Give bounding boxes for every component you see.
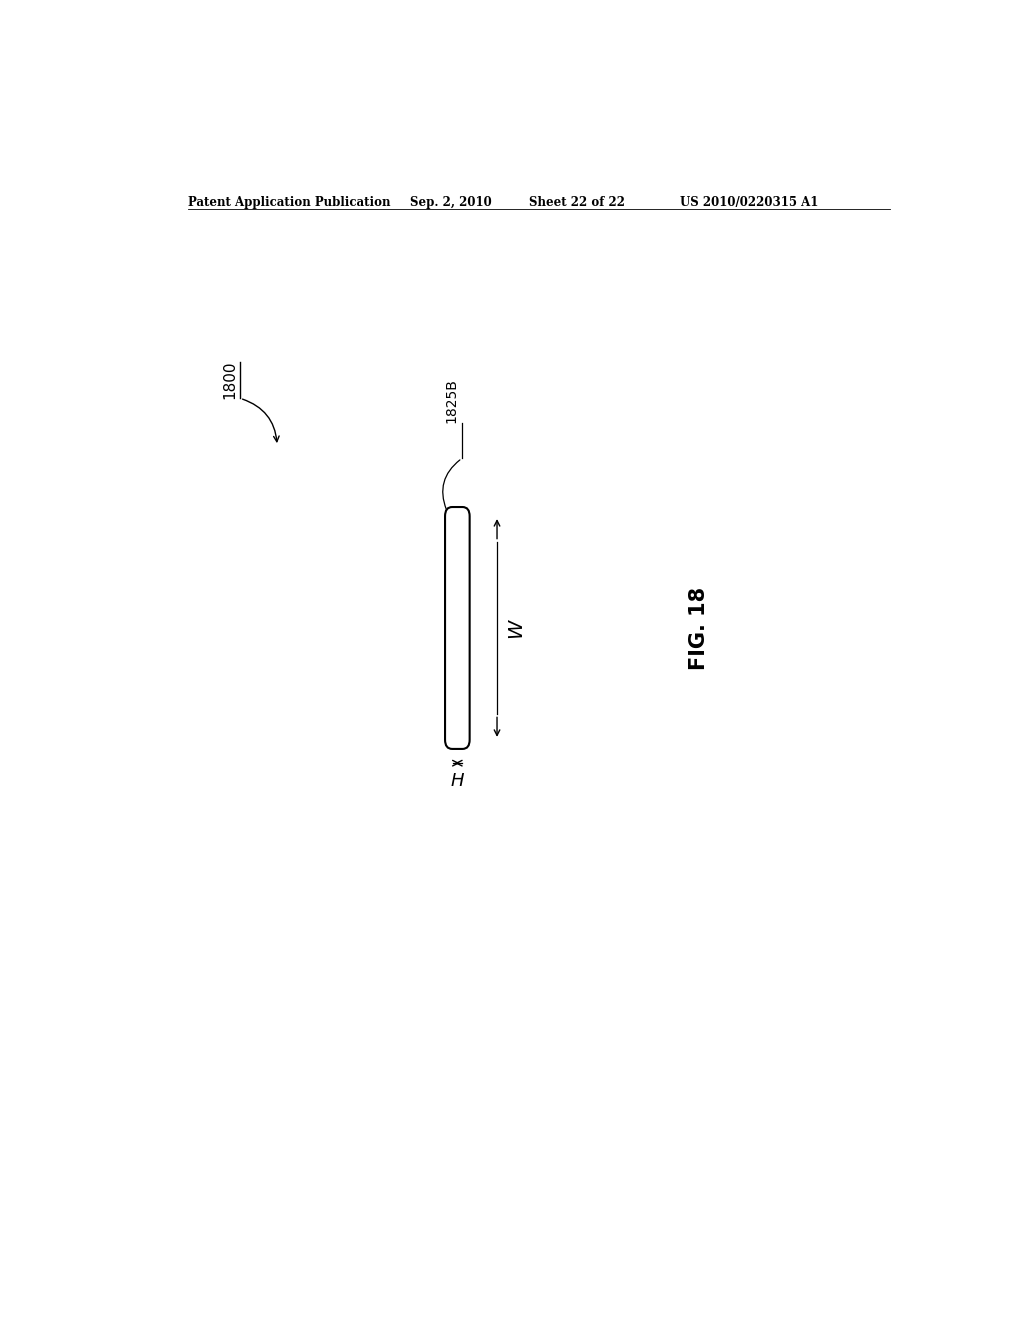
- Text: FIG. 18: FIG. 18: [689, 586, 710, 669]
- Text: Sheet 22 of 22: Sheet 22 of 22: [528, 195, 625, 209]
- Text: US 2010/0220315 A1: US 2010/0220315 A1: [680, 195, 818, 209]
- FancyArrowPatch shape: [442, 459, 460, 510]
- Text: W: W: [506, 618, 524, 638]
- Text: H: H: [451, 772, 464, 791]
- FancyArrowPatch shape: [243, 399, 280, 442]
- Text: Patent Application Publication: Patent Application Publication: [187, 195, 390, 209]
- Text: Sep. 2, 2010: Sep. 2, 2010: [410, 195, 492, 209]
- Text: 1800: 1800: [222, 360, 238, 399]
- Text: 1825B: 1825B: [444, 378, 459, 422]
